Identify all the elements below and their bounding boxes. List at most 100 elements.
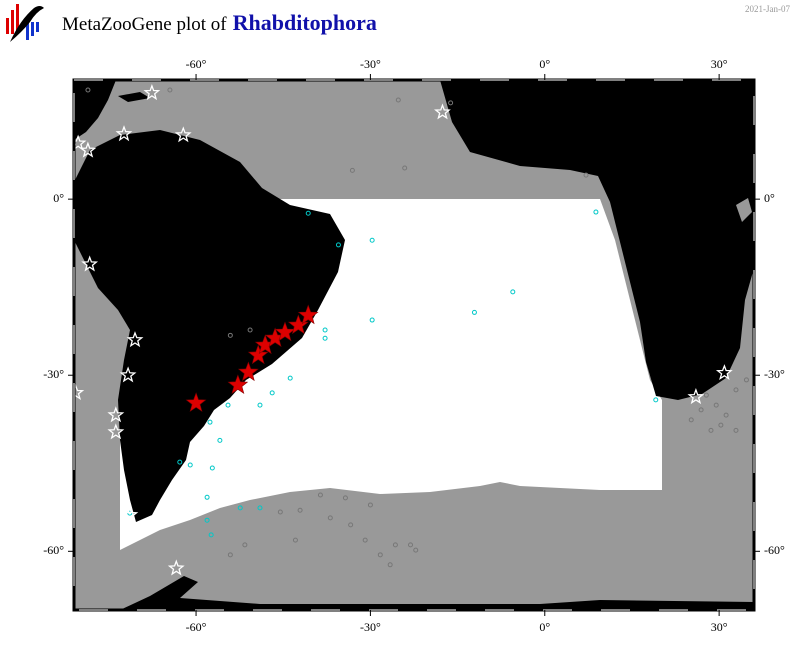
circle-marker [733, 387, 739, 393]
circle-marker [395, 97, 401, 103]
circle-marker [413, 547, 419, 553]
star-marker [115, 125, 133, 142]
circle-marker [408, 542, 414, 548]
south-america [74, 130, 345, 522]
star-marker [174, 126, 192, 143]
star-marker [74, 134, 87, 151]
lon-label-bottom: 0° [539, 620, 550, 634]
study-region [120, 199, 662, 550]
star-marker [107, 406, 125, 423]
circle-marker [703, 392, 709, 398]
circle-marker [322, 335, 328, 341]
circle-marker [167, 87, 173, 93]
circle-marker [718, 422, 724, 428]
circle-marker [377, 552, 383, 558]
circle-marker [698, 407, 704, 413]
circle-marker [392, 542, 398, 548]
lat-label-right: -30° [764, 367, 785, 381]
star-marker [287, 314, 309, 335]
circle-marker [317, 492, 323, 498]
africa [440, 80, 754, 400]
circle-marker [367, 502, 373, 508]
circle-marker [348, 522, 354, 528]
star-marker [81, 255, 99, 272]
circle-marker [177, 459, 183, 465]
circle-marker [227, 332, 233, 338]
lat-label-right: -60° [764, 543, 785, 557]
star-marker [121, 506, 139, 523]
circle-marker [653, 397, 659, 403]
taxon-name: Rhabditophora [233, 10, 377, 35]
circle-marker [349, 167, 355, 173]
circle-marker [287, 375, 293, 381]
date: 2021-Jan-07 [745, 4, 790, 14]
circle-marker [237, 505, 243, 511]
circle-marker [733, 427, 739, 433]
star-marker [126, 331, 144, 348]
star-marker [274, 321, 296, 342]
circle-marker [227, 552, 233, 558]
circle-marker [257, 402, 263, 408]
axes: -60° -60° -30° -30° 0° 0° 30° 30° 0° 0° -30° -30° -6… [43, 57, 785, 634]
lon-label-top: -60° [186, 57, 207, 71]
star-marker [185, 392, 207, 412]
circle-marker [369, 317, 375, 323]
antarctica [120, 576, 754, 610]
lon-label-top: 0° [539, 57, 550, 71]
circle-marker [688, 417, 694, 423]
circle-marker [342, 495, 348, 501]
star-marker [143, 84, 161, 101]
circle-marker [305, 210, 311, 216]
circle-marker [247, 327, 253, 333]
star-marker [297, 304, 319, 325]
north-america [74, 80, 116, 140]
circle-marker [713, 402, 719, 408]
circle-marker [327, 515, 333, 521]
circle-marker [242, 542, 248, 548]
circle-marker [362, 537, 368, 543]
circle-marker [187, 462, 193, 468]
title-text: MetaZooGene plot of [62, 14, 227, 35]
lon-label-top: -30° [360, 57, 381, 71]
circle-marker [593, 209, 599, 215]
lat-label-right: 0° [764, 191, 775, 205]
circle-marker [208, 532, 214, 538]
star-marker [687, 387, 705, 405]
circle-marker [322, 327, 328, 333]
circle-marker [369, 237, 375, 243]
circle-marker [471, 309, 477, 315]
title: MetaZooGene plot of Rhabditophora [62, 10, 377, 35]
circle-marker [204, 517, 210, 523]
star-marker [247, 344, 269, 365]
star-marker [107, 423, 125, 440]
circle-marker [708, 427, 714, 433]
lat-label-left: 0° [53, 191, 64, 205]
circle-marker [743, 377, 749, 383]
circle-marker [335, 242, 341, 248]
star-marker [167, 559, 185, 576]
map-markers [74, 84, 749, 576]
lon-label-top: 30° [711, 57, 728, 71]
circle-marker [402, 165, 408, 171]
lat-label-left: -30° [43, 367, 64, 381]
lat-label-left: -60° [43, 543, 64, 557]
lon-label-bottom: -30° [360, 620, 381, 634]
circle-marker [269, 390, 275, 396]
map-area [74, 80, 754, 610]
circle-marker [387, 562, 393, 568]
circle-marker [204, 494, 210, 500]
lon-label-bottom: -60° [186, 620, 207, 634]
circle-marker [448, 100, 454, 106]
star-marker [715, 364, 733, 380]
circle-marker [583, 172, 589, 178]
circle-marker [292, 537, 298, 543]
star-marker [74, 383, 85, 400]
circle-marker [297, 507, 303, 513]
star-marker [434, 103, 451, 120]
caribbean [118, 92, 150, 102]
logo [6, 4, 44, 42]
star-marker [119, 366, 137, 383]
circle-marker [217, 437, 223, 443]
star-marker [237, 361, 259, 382]
